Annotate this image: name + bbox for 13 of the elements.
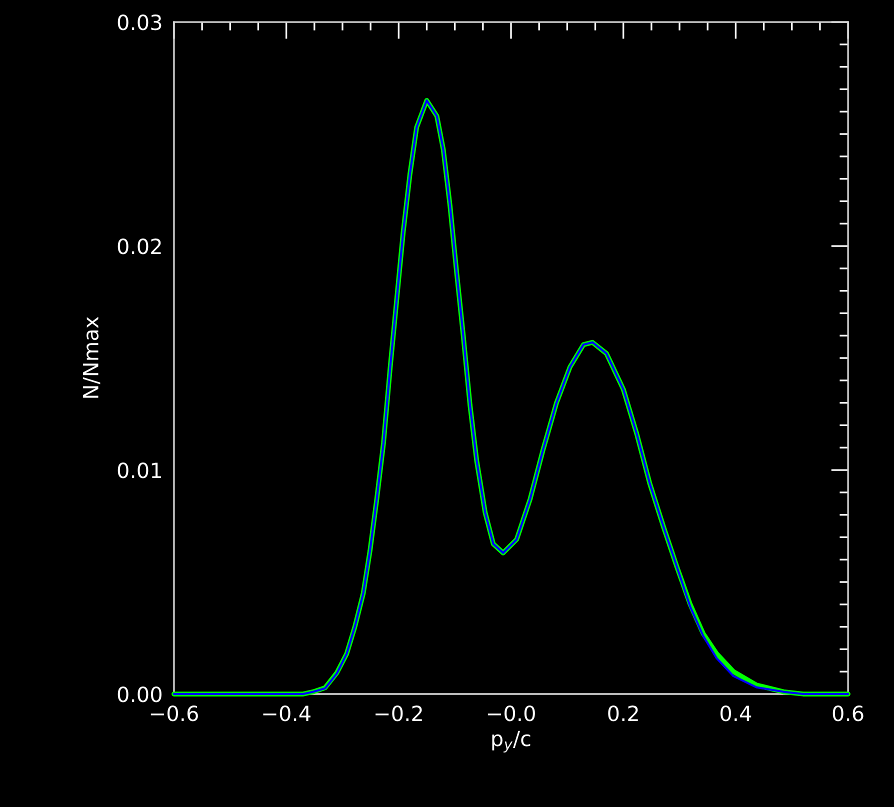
- x-tick-label: 0.4: [720, 706, 752, 722]
- x-tick-label: −0.2: [376, 706, 422, 722]
- x-tick-label: −0.6: [150, 706, 198, 722]
- x-tick-label: 0.2: [608, 706, 638, 722]
- y-axis-title: N/Nmax: [83, 316, 100, 398]
- x-axis-title: p$_{y}$/c: [492, 730, 530, 752]
- y-tick-label: 0.00: [118, 686, 162, 702]
- x-tick-label: −0.0: [488, 706, 535, 722]
- y-tick-label: 0.02: [118, 238, 161, 254]
- x-tick-label: −0.4: [263, 706, 310, 722]
- y-tick-label: 0.03: [118, 14, 162, 30]
- y-tick-label: 0.01: [118, 462, 161, 478]
- x-tick-label: 0.6: [832, 706, 864, 722]
